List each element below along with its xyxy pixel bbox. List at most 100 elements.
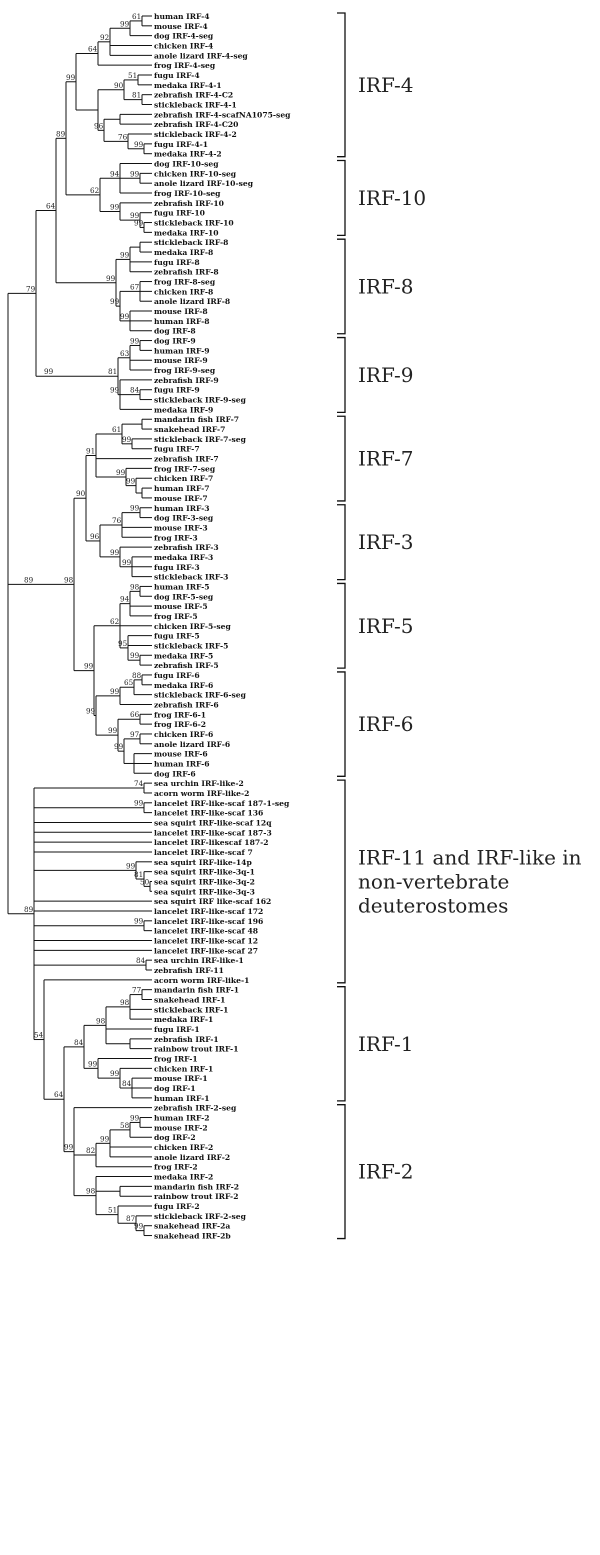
- bootstrap-value: 67: [130, 282, 140, 291]
- bootstrap-value: 84: [130, 386, 140, 395]
- taxon-label: fugu IRF-7: [154, 445, 200, 454]
- bootstrap-value: 99: [134, 799, 144, 808]
- taxon-label: zebrafish IRF-2-seg: [154, 1104, 237, 1113]
- taxon-label: medaka IRF-8: [154, 248, 213, 257]
- bootstrap-value: 99: [120, 250, 130, 259]
- taxon-label: stickleback IRF-8: [154, 238, 228, 247]
- taxon-label: fugu IRF-10: [154, 209, 205, 218]
- bootstrap-value: 94: [120, 595, 130, 604]
- taxon-label: medaka IRF-3: [154, 553, 213, 562]
- taxon-label: zebrafish IRF-3: [154, 543, 219, 552]
- taxon-label: medaka IRF-4-1: [154, 81, 222, 90]
- taxon-label: anole lizard IRF-6: [154, 740, 230, 749]
- taxon-label: dog IRF-1: [154, 1084, 196, 1093]
- taxon-label: human IRF-8: [154, 317, 210, 326]
- taxon-label: mandarin fish IRF-1: [154, 986, 239, 995]
- bootstrap-value: 99: [130, 169, 140, 178]
- bootstrap-value: 99: [100, 1134, 110, 1143]
- clade-bracket: [337, 415, 346, 502]
- taxon-label: mouse IRF-6: [154, 750, 208, 759]
- taxon-label: medaka IRF-4-2: [154, 150, 222, 159]
- clade-label: deuterostomes: [358, 893, 508, 917]
- taxon-label: lancelet IRF-like-scaf 187-1-seg: [154, 799, 290, 808]
- taxon-label: frog IRF-8-seg: [154, 278, 216, 287]
- taxon-label: fugu IRF-6: [154, 671, 200, 680]
- taxon-label: human IRF-6: [154, 759, 210, 768]
- bootstrap-value: 99: [134, 917, 144, 926]
- taxon-label: human IRF-2: [154, 1114, 210, 1123]
- taxon-label: zebrafish IRF-4-C20: [154, 120, 238, 129]
- taxon-label: lancelet IRF-like-scaf 27: [154, 946, 258, 955]
- bootstrap-value: 99: [134, 1222, 144, 1231]
- clade-label: IRF-6: [358, 712, 413, 736]
- bootstrap-value: 51: [128, 71, 137, 80]
- bootstrap-value: 99: [86, 707, 96, 716]
- taxon-label: mouse IRF-7: [154, 494, 208, 503]
- bootstrap-value: 84: [74, 1038, 84, 1047]
- clade-label: IRF-11 and IRF-like in: [358, 845, 582, 869]
- bootstrap-value: 74: [134, 779, 144, 788]
- bootstrap-value: 99: [134, 218, 144, 227]
- taxon-label: fugu IRF-3: [154, 563, 200, 572]
- bootstrap-value: 99: [130, 336, 140, 345]
- taxon-label: snakehead IRF-7: [154, 425, 225, 434]
- taxon-label: frog IRF-9-seg: [154, 366, 216, 375]
- clade-bracket: [337, 1104, 346, 1240]
- bootstrap-value: 61: [132, 12, 141, 21]
- taxon-label: sea squirt IRF-like-3q-3: [154, 887, 255, 896]
- bootstrap-value: 89: [24, 905, 34, 914]
- taxon-label: chicken IRF-5-seg: [154, 622, 232, 631]
- taxon-label: mouse IRF-3: [154, 523, 208, 532]
- taxon-label: medaka IRF-10: [154, 228, 219, 237]
- bootstrap-value: 99: [110, 548, 120, 557]
- taxon-label: chicken IRF-10-seg: [154, 169, 237, 178]
- bootstrap-value: 62: [90, 186, 99, 195]
- bootstrap-value: 61: [112, 425, 121, 434]
- bootstrap-value: 99: [108, 726, 118, 735]
- taxon-label: zebrafish IRF-5: [154, 661, 219, 670]
- taxon-label: stickleback IRF-4-1: [154, 101, 237, 110]
- taxon-label: dog IRF-6: [154, 769, 196, 778]
- bootstrap-value: 99: [120, 312, 130, 321]
- taxon-label: sea squirt IRF-like-3q-2: [154, 877, 255, 886]
- taxon-label: frog IRF-4-seg: [154, 61, 216, 70]
- taxon-label: human IRF-3: [154, 504, 210, 513]
- taxon-label: chicken IRF-6: [154, 730, 213, 739]
- bootstrap-value: 99: [114, 742, 124, 751]
- taxon-label: dog IRF-5-seg: [154, 592, 214, 601]
- taxon-label: dog IRF-2: [154, 1133, 196, 1142]
- clade-label: IRF-9: [358, 363, 413, 387]
- taxon-label: human IRF-5: [154, 582, 210, 591]
- taxon-label: fugu IRF-2: [154, 1202, 200, 1211]
- clade-label: IRF-7: [358, 447, 413, 471]
- bootstrap-value: 64: [46, 202, 56, 211]
- bootstrap-value: 50: [140, 877, 150, 886]
- taxon-label: zebrafish IRF-11: [154, 966, 224, 975]
- bootstrap-value: 99: [116, 468, 126, 477]
- bootstrap-value: 99: [120, 19, 130, 28]
- taxon-label: zebrafish IRF-1: [154, 1035, 219, 1044]
- clade-bracket: [337, 986, 346, 1102]
- taxon-label: frog IRF-2: [154, 1163, 198, 1172]
- clade-label: IRF-10: [358, 186, 426, 210]
- taxon-label: sea urchin IRF-like-1: [154, 956, 244, 965]
- taxon-label: stickleback IRF-6-seg: [154, 691, 247, 700]
- bootstrap-value: 58: [120, 1121, 130, 1130]
- taxon-label: fugu IRF-4: [154, 71, 200, 80]
- taxon-label: human IRF-1: [154, 1094, 210, 1103]
- clade-label: IRF-3: [358, 530, 413, 554]
- clade-label: non-vertebrate: [358, 869, 509, 893]
- taxon-label: anole lizard IRF-4-seg: [154, 51, 248, 60]
- bootstrap-value: 81: [134, 870, 143, 879]
- taxon-label: dog IRF-3-seg: [154, 514, 214, 523]
- bootstrap-value: 81: [132, 91, 141, 100]
- clade-label: IRF-5: [358, 614, 413, 638]
- taxon-label: chicken IRF-2: [154, 1143, 213, 1152]
- taxon-label: anole lizard IRF-2: [154, 1153, 230, 1162]
- taxon-label: lancelet IRF-likescaf 187-2: [154, 838, 269, 847]
- taxon-label: stickleback IRF-9-seg: [154, 396, 247, 405]
- taxon-label: lancelet IRF-like-scaf 12: [154, 936, 258, 945]
- taxon-label: snakehead IRF-2b: [154, 1232, 231, 1241]
- taxon-label: mandarin fish IRF-2: [154, 1182, 239, 1191]
